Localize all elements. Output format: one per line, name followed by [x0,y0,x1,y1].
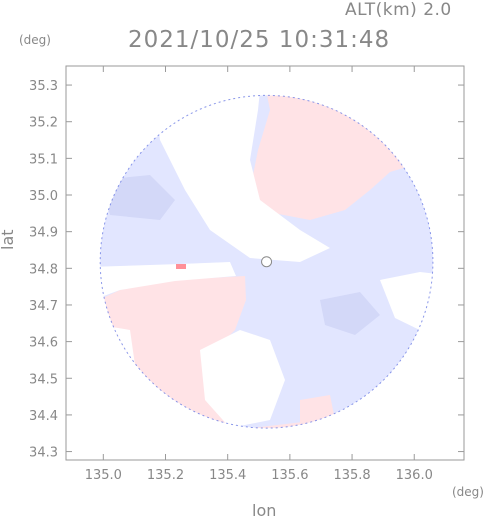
y-tick-label: 34.6 [29,336,58,351]
x-tick-label: 135.4 [209,468,246,483]
x-tick-label: 135.2 [147,468,184,483]
x-tick-label: 136.0 [396,468,433,483]
x-axis-title: lon [252,501,277,520]
y-tick-label: 35.2 [29,116,58,131]
x-axis-unit: (deg) [452,485,484,499]
echo-gap-east [380,272,433,340]
x-tick-label: 135.8 [333,468,370,483]
y-tick-label: 34.8 [29,262,58,277]
timestamp-title: 2021/10/25 10:31:48 [128,27,391,53]
y-tick-label: 34.5 [29,372,58,387]
echo-speck [176,264,186,269]
echo-gap-south [200,330,285,428]
x-tick-label: 135.0 [85,468,122,483]
y-tick-label: 35.3 [29,79,58,94]
echo-strong-away [276,440,332,462]
y-tick-label: 34.3 [29,446,58,461]
echo-gap-north [150,95,330,262]
y-tick-label: 34.7 [29,299,58,314]
radar-range-edge [99,94,434,429]
plot-frame [65,65,465,461]
y-tick-label: 34.9 [29,226,58,241]
x-tick-label: 135.6 [271,468,308,483]
echo-gap-southwest [100,325,135,380]
altitude-label: ALT(km) 2.0 [345,0,452,20]
echo-toward-strong-2 [320,292,380,335]
y-tick-label: 34.4 [29,409,58,424]
y-tick-label: 35.1 [29,152,58,167]
y-axis-unit: (deg) [19,33,51,47]
radar-site-marker [261,256,273,268]
echo-gap-west [100,262,236,312]
y-tick-label: 35.0 [29,189,58,204]
echo-away-northeast [250,95,433,220]
